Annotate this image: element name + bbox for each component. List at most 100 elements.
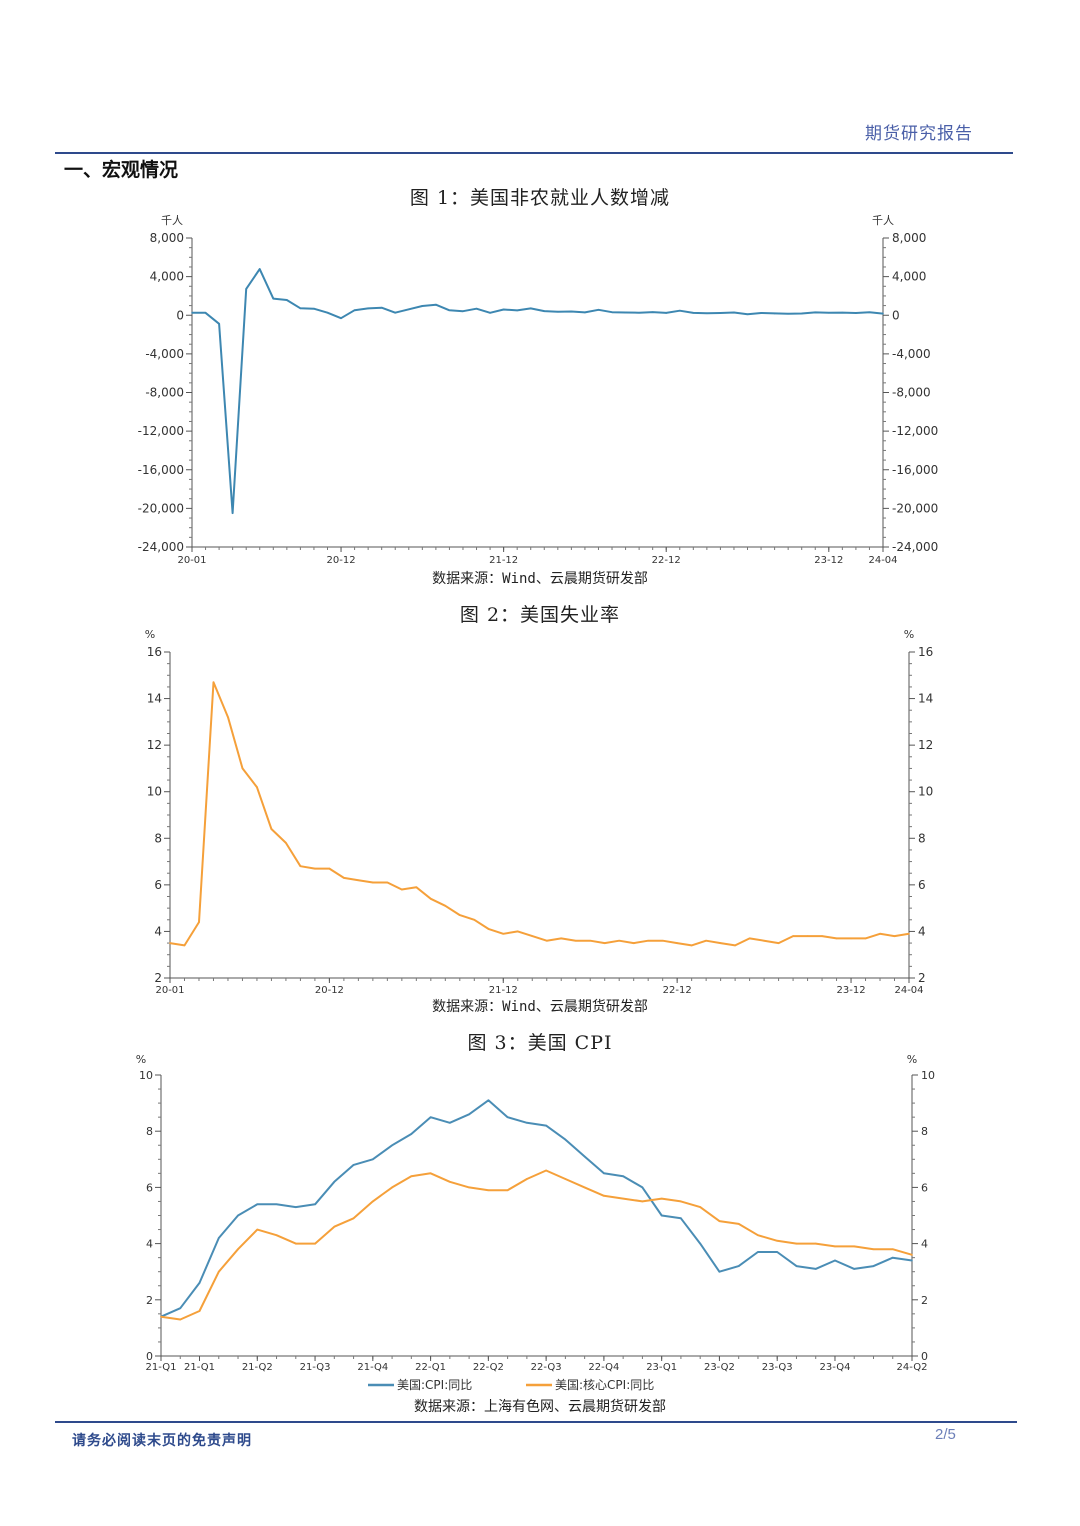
data-point bbox=[792, 935, 794, 937]
data-point bbox=[632, 942, 635, 944]
data-point bbox=[462, 310, 464, 312]
data-point bbox=[841, 311, 844, 314]
data-point bbox=[583, 1186, 586, 1189]
data-point bbox=[410, 1133, 413, 1135]
data-point bbox=[169, 942, 171, 944]
data-point bbox=[256, 1228, 259, 1231]
data-point bbox=[603, 1172, 605, 1175]
data-point bbox=[814, 1268, 817, 1270]
data-point bbox=[911, 1259, 913, 1262]
data-point bbox=[258, 268, 261, 270]
y-tick-label-left: 14 bbox=[147, 692, 162, 706]
data-point bbox=[737, 1265, 740, 1267]
data-point bbox=[746, 313, 749, 316]
data-point bbox=[570, 310, 573, 313]
data-point bbox=[487, 1189, 490, 1192]
data-point bbox=[285, 842, 287, 844]
data-point bbox=[734, 944, 736, 947]
data-point bbox=[748, 937, 751, 940]
data-point bbox=[624, 311, 627, 314]
y-tick-label-left: 16 bbox=[147, 645, 162, 659]
data-point bbox=[855, 312, 857, 314]
data-point bbox=[256, 1203, 259, 1206]
x-tick-label: 22-Q3 bbox=[531, 1362, 562, 1373]
data-point bbox=[622, 1197, 624, 1200]
y-unit-left: % bbox=[145, 628, 155, 641]
data-point bbox=[198, 1310, 201, 1312]
data-point bbox=[410, 1175, 413, 1177]
y-tick-label-right: 8,000 bbox=[892, 231, 926, 245]
section-title: 一、宏观情况 bbox=[64, 159, 179, 181]
data-point bbox=[415, 886, 418, 888]
x-tick-label: 23-Q4 bbox=[820, 1362, 851, 1373]
series-line-1 bbox=[169, 681, 910, 947]
data-point bbox=[814, 311, 817, 314]
data-point bbox=[326, 311, 329, 314]
data-point bbox=[763, 939, 765, 942]
x-tick-label: 23-Q2 bbox=[704, 1362, 735, 1373]
data-point bbox=[531, 935, 534, 937]
data-point bbox=[237, 1248, 239, 1251]
data-point bbox=[179, 1307, 182, 1310]
data-point bbox=[468, 1113, 470, 1116]
footer-divider bbox=[55, 1421, 1017, 1423]
data-point bbox=[435, 303, 437, 306]
y-tick-label-left: 6 bbox=[154, 878, 162, 892]
data-point bbox=[622, 1175, 624, 1177]
y-tick-label-left: 6 bbox=[146, 1181, 153, 1194]
data-point bbox=[699, 1206, 701, 1208]
data-point bbox=[468, 1186, 470, 1189]
data-point bbox=[641, 1186, 644, 1189]
data-point bbox=[589, 939, 592, 942]
data-point bbox=[776, 1251, 779, 1253]
data-point bbox=[893, 935, 896, 937]
data-point bbox=[353, 309, 356, 312]
data-point bbox=[850, 937, 852, 940]
data-point bbox=[719, 942, 722, 944]
data-point bbox=[286, 299, 288, 301]
data-point bbox=[516, 309, 518, 312]
data-point bbox=[718, 1270, 721, 1273]
data-point bbox=[776, 1239, 779, 1242]
data-point bbox=[603, 942, 606, 944]
data-point bbox=[459, 914, 461, 916]
data-point bbox=[217, 1270, 220, 1273]
data-point bbox=[665, 312, 668, 314]
data-point bbox=[343, 877, 345, 879]
y-tick-label-left: -24,000 bbox=[138, 540, 184, 554]
series-line-2 bbox=[160, 1169, 913, 1321]
page-number: 2/5 bbox=[935, 1426, 956, 1443]
data-point bbox=[806, 935, 809, 937]
data-point bbox=[583, 1155, 586, 1158]
data-point bbox=[705, 939, 707, 942]
data-point bbox=[879, 932, 881, 935]
data-point bbox=[800, 312, 803, 315]
data-point bbox=[340, 317, 342, 320]
data-point bbox=[475, 307, 478, 310]
data-point bbox=[618, 939, 620, 942]
data-point bbox=[275, 1234, 278, 1236]
y-tick-label-right: 10 bbox=[921, 1069, 935, 1082]
y-unit-left: 千人 bbox=[161, 214, 183, 227]
data-point bbox=[828, 311, 830, 314]
disclaimer-notice: 请务必阅读末页的免责声明 bbox=[72, 1433, 252, 1449]
data-point bbox=[218, 322, 220, 325]
y-tick-label-left: 10 bbox=[139, 1069, 153, 1082]
data-point bbox=[557, 310, 559, 313]
figure-1-source: 数据来源：Wind、云晨期货研发部 bbox=[432, 571, 648, 587]
y-tick-label-left: 2 bbox=[146, 1294, 153, 1307]
y-tick-label-left: 12 bbox=[147, 738, 162, 752]
y-tick-label-right: -20,000 bbox=[892, 501, 938, 515]
y-tick-label-right: 16 bbox=[918, 645, 933, 659]
data-point bbox=[891, 1248, 894, 1251]
y-tick-label-right: -8,000 bbox=[892, 386, 931, 400]
y-unit-right: 千人 bbox=[872, 214, 894, 227]
x-tick-label: 21-12 bbox=[489, 985, 518, 996]
us-cpi-chart: % %10 108 86 64 42 20 021-Q1 21-Q1 21-Q2 21-Q3 21-Q… bbox=[136, 1053, 935, 1392]
x-tick-label: 22-12 bbox=[663, 985, 692, 996]
y-tick-label-left: 4 bbox=[146, 1238, 153, 1251]
data-point bbox=[545, 1169, 547, 1172]
y-tick-label-right: 0 bbox=[892, 308, 900, 322]
data-point bbox=[430, 898, 432, 900]
